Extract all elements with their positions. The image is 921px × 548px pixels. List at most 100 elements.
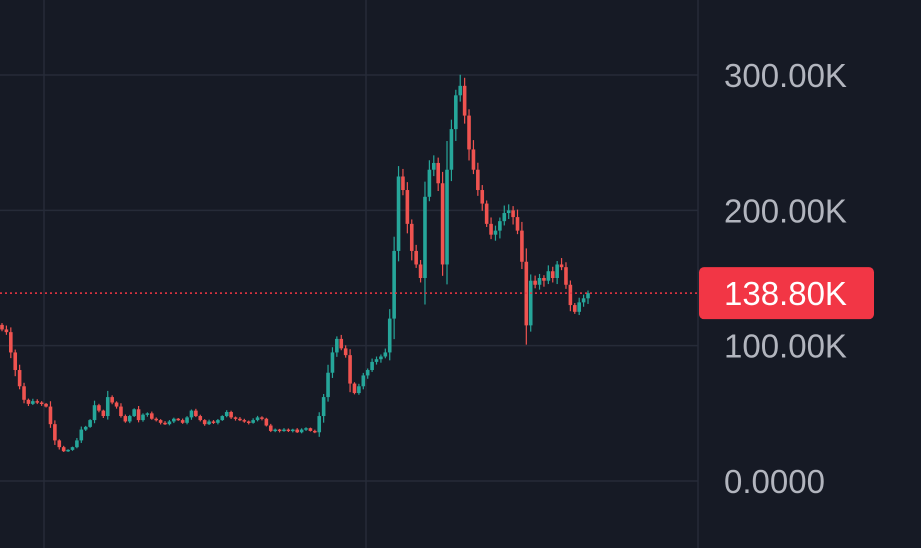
candle-body: [542, 278, 546, 281]
candle: [546, 265, 551, 285]
candle-body: [401, 176, 405, 191]
candle-body: [70, 447, 75, 450]
candle: [75, 438, 79, 449]
candle: [308, 427, 313, 432]
candle: [194, 408, 198, 418]
candle-body: [462, 85, 467, 116]
candle-body: [286, 429, 291, 432]
candle: [260, 416, 264, 421]
candle-body: [533, 280, 537, 285]
candle-body: [365, 370, 370, 376]
candle-body: [506, 210, 511, 214]
candle-body: [101, 410, 106, 417]
candle-body: [75, 440, 79, 448]
candles: [0, 74, 590, 452]
candle-body: [458, 85, 463, 96]
candle: [454, 89, 458, 141]
candle-body: [92, 405, 97, 421]
candle-body: [577, 302, 581, 312]
candle-body: [383, 352, 388, 357]
candle: [374, 356, 379, 365]
candle-body: [564, 267, 568, 285]
candle: [361, 372, 366, 390]
candle-body: [198, 416, 203, 421]
candle-body: [251, 420, 255, 423]
candle-body: [392, 250, 396, 319]
candle-body: [180, 420, 185, 423]
candle-body: [317, 416, 322, 433]
candle: [392, 236, 396, 340]
candle: [352, 382, 357, 395]
candle: [53, 420, 57, 445]
candle: [13, 349, 18, 377]
candle: [119, 403, 123, 418]
candle-body: [264, 418, 269, 426]
candle: [26, 398, 31, 407]
candle-body: [568, 284, 573, 306]
candle: [418, 260, 423, 283]
candle-body: [339, 338, 344, 349]
candle: [572, 303, 577, 314]
candle: [304, 427, 308, 431]
candle-body: [154, 418, 159, 421]
candle: [445, 140, 449, 285]
candle: [330, 347, 335, 378]
candle: [35, 399, 40, 405]
candle-body: [57, 440, 62, 448]
candle: [136, 405, 141, 423]
candle-body: [480, 190, 485, 204]
candle-body: [414, 250, 418, 265]
candle-body: [35, 401, 40, 403]
candle: [172, 417, 176, 424]
candle: [9, 327, 13, 359]
last-price-badge: 138.80K: [699, 267, 874, 320]
candle: [484, 200, 489, 227]
last-price-label: 138.80K: [724, 275, 847, 312]
candle-body: [546, 271, 551, 281]
candle-body: [440, 183, 445, 265]
candle: [176, 418, 181, 421]
candle: [4, 325, 9, 335]
candle: [150, 411, 154, 420]
candle-body: [83, 426, 88, 430]
candle-body: [572, 305, 577, 312]
candle-body: [370, 361, 374, 371]
candle-body: [330, 352, 335, 373]
candle: [449, 119, 454, 182]
candle: [480, 185, 485, 211]
candle: [511, 206, 515, 225]
candle-body: [348, 355, 352, 384]
candle: [476, 162, 480, 196]
candle-body: [158, 420, 163, 423]
candle-body: [31, 401, 35, 404]
candle-body: [136, 409, 141, 421]
candle: [202, 419, 207, 426]
candle-body: [445, 169, 449, 265]
candle: [471, 140, 476, 175]
candle: [264, 417, 269, 427]
candle-body: [427, 169, 432, 197]
candle: [242, 418, 247, 423]
candle: [101, 409, 106, 418]
candle-body: [216, 420, 220, 423]
candle: [506, 204, 511, 219]
candle: [440, 171, 445, 276]
candle: [31, 398, 35, 405]
candle: [158, 419, 163, 425]
candle: [61, 445, 66, 452]
candle: [528, 274, 533, 332]
candle: [414, 244, 418, 268]
candle: [123, 414, 128, 423]
candle-body: [172, 418, 176, 422]
candle: [423, 181, 427, 305]
candle: [365, 368, 370, 379]
candle: [436, 157, 440, 192]
candle: [110, 395, 114, 405]
candle: [255, 415, 260, 422]
candle-body: [559, 264, 564, 268]
candle-body: [550, 271, 555, 278]
candle-body: [418, 264, 423, 278]
candle-body: [207, 421, 211, 425]
